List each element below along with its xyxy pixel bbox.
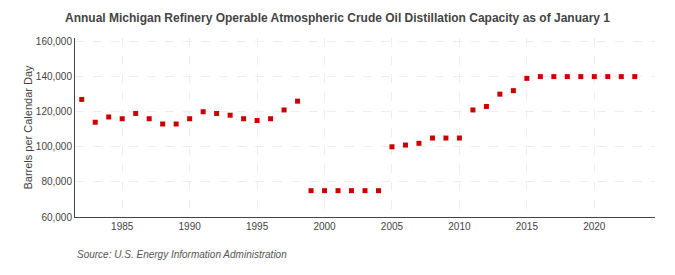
svg-text:1995: 1995 — [246, 221, 269, 232]
svg-text:Source: U.S. Energy Informatio: Source: U.S. Energy Information Administ… — [77, 249, 287, 260]
svg-text:Barrels per Calendar Day: Barrels per Calendar Day — [22, 65, 34, 190]
svg-text:1990: 1990 — [179, 221, 202, 232]
svg-text:160,000: 160,000 — [36, 36, 73, 47]
svg-text:100,000: 100,000 — [36, 141, 73, 152]
svg-text:2020: 2020 — [583, 221, 606, 232]
svg-text:2010: 2010 — [448, 221, 471, 232]
svg-text:Annual Michigan Refinery Opera: Annual Michigan Refinery Operable Atmosp… — [65, 11, 610, 25]
svg-text:60,000: 60,000 — [41, 212, 72, 223]
svg-text:1985: 1985 — [111, 221, 134, 232]
svg-text:80,000: 80,000 — [41, 176, 72, 187]
svg-text:2015: 2015 — [516, 221, 539, 232]
svg-text:2000: 2000 — [313, 221, 336, 232]
svg-text:140,000: 140,000 — [36, 71, 73, 82]
svg-text:2005: 2005 — [381, 221, 404, 232]
svg-text:120,000: 120,000 — [36, 106, 73, 117]
